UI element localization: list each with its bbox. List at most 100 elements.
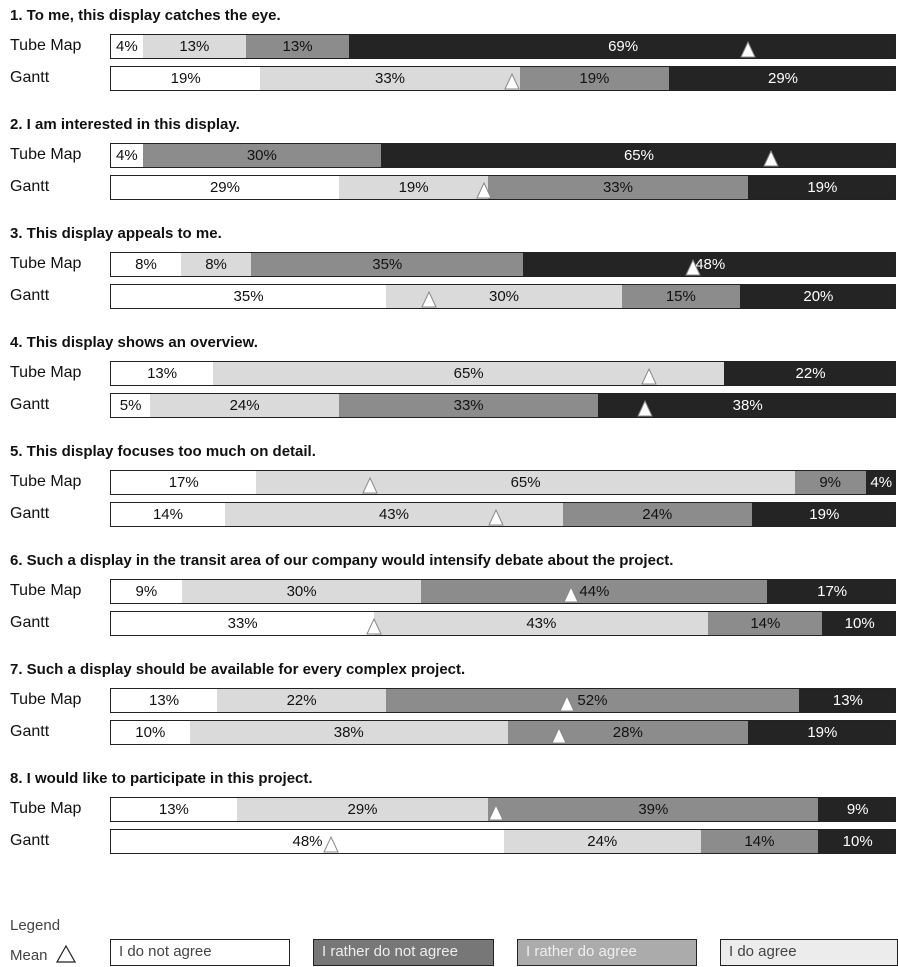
data-label: 65% bbox=[453, 365, 484, 382]
data-label: 22% bbox=[795, 365, 826, 382]
data-label: 19% bbox=[398, 179, 429, 196]
bar-segment-agree bbox=[751, 503, 895, 526]
bar-segment-rather-not-agree bbox=[260, 67, 520, 90]
row-label: Tube Map bbox=[10, 146, 82, 163]
bar-segment-rather-not-agree bbox=[504, 830, 701, 853]
data-label: 9% bbox=[846, 801, 869, 818]
bar-segment-not-agree bbox=[111, 612, 375, 635]
bar-segment-rather-agree bbox=[251, 253, 524, 276]
row-label: Gantt bbox=[10, 723, 50, 740]
data-label: 10% bbox=[842, 833, 873, 850]
legend-mean: Mean bbox=[10, 944, 76, 964]
row-label: Gantt bbox=[10, 614, 50, 631]
data-label: 14% bbox=[750, 615, 781, 632]
stacked-bar: 14% 43% 24% 19% bbox=[110, 502, 896, 527]
bar-segment-rather-agree bbox=[621, 285, 740, 308]
data-label: 5% bbox=[119, 397, 142, 414]
data-label: 17% bbox=[168, 474, 199, 491]
legend-title: Legend bbox=[10, 917, 61, 934]
stacked-bar: 10% 38% 28% 19% bbox=[110, 720, 896, 745]
question-title: 7. Such a display should be available fo… bbox=[10, 661, 466, 678]
row-label: Gantt bbox=[10, 505, 50, 522]
legend-item-label: I rather do agree bbox=[526, 943, 637, 960]
bar-segment-rather-not-agree bbox=[338, 176, 489, 199]
legend-item-not-agree: I do not agree bbox=[110, 939, 290, 966]
data-label: 29% bbox=[209, 179, 240, 196]
question-title: 2. I am interested in this display. bbox=[10, 116, 240, 133]
bar-segment-rather-agree bbox=[421, 580, 768, 603]
row-label: Gantt bbox=[10, 69, 50, 86]
data-label: 4% bbox=[116, 38, 138, 55]
mean-marker-icon bbox=[637, 399, 654, 417]
bar-segment-not-agree bbox=[111, 830, 504, 853]
stacked-bar: 48% 24% 14% 10% bbox=[110, 829, 896, 854]
bar-segment-rather-not-agree bbox=[181, 253, 252, 276]
bar-segment-agree bbox=[669, 67, 895, 90]
data-label: 14% bbox=[152, 506, 183, 523]
data-label: 33% bbox=[227, 615, 258, 632]
data-label: 19% bbox=[170, 70, 201, 87]
data-label: 17% bbox=[817, 583, 848, 600]
mean-marker-icon bbox=[323, 835, 339, 853]
bar-segment-not-agree bbox=[111, 394, 151, 417]
bar-segment-rather-agree bbox=[488, 176, 748, 199]
data-label: 24% bbox=[587, 833, 618, 850]
data-label: 44% bbox=[579, 583, 610, 600]
bar-segment-rather-not-agree bbox=[386, 285, 622, 308]
stacked-bar: 35% 30% 15% 20% bbox=[110, 284, 896, 309]
legend-item-label: I rather do not agree bbox=[322, 943, 458, 960]
bar-segment-not-agree bbox=[111, 503, 225, 526]
bar-segment-rather-not-agree bbox=[189, 721, 508, 744]
row-label: Tube Map bbox=[10, 582, 82, 599]
data-label: 65% bbox=[623, 147, 654, 164]
legend-item-label: I do agree bbox=[729, 943, 797, 960]
data-label: 35% bbox=[233, 288, 264, 305]
data-label: 24% bbox=[642, 506, 673, 523]
bar-segment-not-agree bbox=[111, 144, 143, 167]
bar-segment-agree bbox=[818, 798, 895, 821]
row-label: Gantt bbox=[10, 287, 50, 304]
bar-segment-rather-not-agree bbox=[374, 612, 709, 635]
bar-segment-agree bbox=[818, 830, 895, 853]
bar-segment-not-agree bbox=[111, 689, 218, 712]
data-label: 43% bbox=[378, 506, 409, 523]
data-label: 29% bbox=[768, 70, 799, 87]
bar-segment-agree bbox=[739, 285, 895, 308]
data-label: 24% bbox=[229, 397, 260, 414]
data-label: 10% bbox=[844, 615, 875, 632]
legend-item-label: I do not agree bbox=[119, 943, 212, 960]
mean-marker-icon bbox=[684, 258, 701, 276]
mean-marker-icon bbox=[504, 72, 520, 90]
data-label: 20% bbox=[803, 288, 834, 305]
bar-segment-rather-not-agree bbox=[181, 580, 422, 603]
bar-segment-not-agree bbox=[111, 35, 143, 58]
bar-segment-agree bbox=[349, 35, 895, 58]
row-label: Tube Map bbox=[10, 691, 82, 708]
data-label: 13% bbox=[158, 801, 189, 818]
stacked-bar: 13% 65% 22% bbox=[110, 361, 896, 386]
mean-marker-icon bbox=[366, 617, 383, 635]
bar-segment-rather-not-agree bbox=[213, 362, 725, 385]
mean-marker-icon bbox=[763, 149, 780, 167]
mean-marker-icon bbox=[362, 476, 379, 494]
data-label: 14% bbox=[744, 833, 775, 850]
stacked-bar: 33% 43% 14% 10% bbox=[110, 611, 896, 636]
bar-segment-not-agree bbox=[111, 285, 387, 308]
bar-segment-rather-agree bbox=[488, 798, 819, 821]
data-label: 4% bbox=[870, 474, 893, 491]
stacked-bar: 13% 22% 52% 13% bbox=[110, 688, 896, 713]
row-label: Tube Map bbox=[10, 37, 82, 54]
data-label: 35% bbox=[372, 256, 403, 273]
question-title: 1. To me, this display catches the eye. bbox=[10, 7, 281, 24]
data-label: 19% bbox=[807, 179, 838, 196]
bar-segment-rather-not-agree bbox=[224, 503, 563, 526]
data-label: 4% bbox=[116, 147, 138, 164]
bar-segment-not-agree bbox=[111, 721, 190, 744]
data-label: 33% bbox=[602, 179, 633, 196]
stacked-bar: 4% 30% 65% bbox=[110, 143, 896, 168]
legend-item-rather-not-agree: I rather do not agree bbox=[313, 939, 494, 966]
question-title: 6. Such a display in the transit area of… bbox=[10, 552, 674, 569]
data-label: 8% bbox=[135, 256, 157, 273]
data-label: 48% bbox=[292, 833, 323, 850]
bar-segment-agree bbox=[598, 394, 895, 417]
